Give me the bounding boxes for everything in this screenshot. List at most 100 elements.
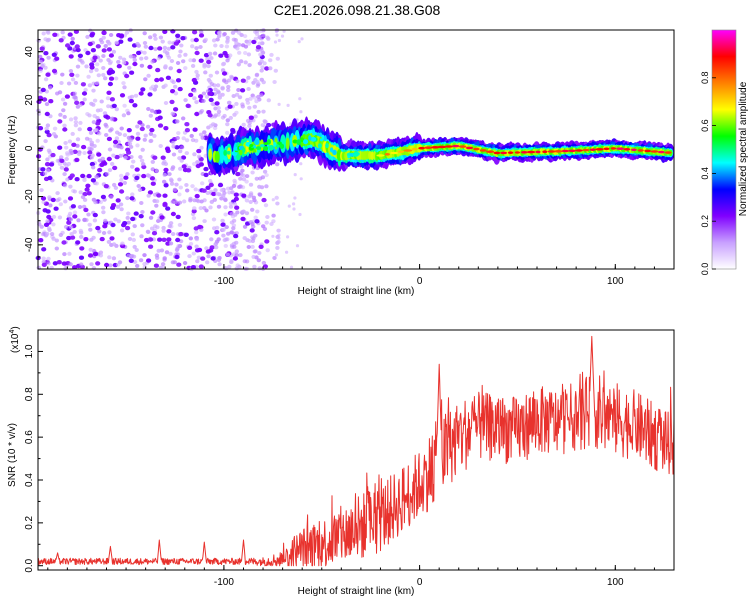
noise-blob — [52, 126, 58, 131]
noise-blob — [213, 241, 219, 246]
y-tick-label: -20 — [24, 189, 35, 204]
noise-blob — [218, 53, 224, 58]
noise-blob — [205, 191, 210, 195]
noise-blob — [204, 208, 209, 213]
signal-core — [527, 150, 536, 154]
signal-core — [485, 150, 495, 153]
noise-blob — [125, 172, 130, 177]
noise-blob — [183, 232, 189, 237]
noise-blob — [91, 197, 97, 202]
noise-blob — [215, 191, 220, 196]
snr-y-scale-label: (x104) — [9, 326, 21, 353]
noise-blob — [148, 113, 153, 118]
noise-blob — [40, 167, 46, 172]
signal-core — [390, 151, 399, 155]
noise-blob — [167, 224, 172, 229]
noise-blob — [253, 233, 258, 238]
noise-blob — [74, 157, 80, 163]
noise-blob — [38, 68, 43, 73]
noise-blob — [198, 33, 205, 38]
noise-blob — [70, 131, 75, 136]
noise-blob — [150, 181, 156, 186]
noise-blob — [161, 225, 166, 230]
noise-blob — [142, 50, 147, 55]
signal-core — [424, 146, 433, 149]
noise-blob — [78, 103, 83, 108]
noise-blob — [277, 38, 281, 43]
noise-blob — [202, 64, 207, 69]
noise-blob — [156, 56, 161, 61]
noise-blob — [266, 36, 271, 41]
noise-blob — [148, 244, 154, 249]
noise-blob — [130, 216, 136, 222]
noise-blob — [119, 173, 124, 178]
noise-blob — [132, 224, 137, 229]
noise-blob — [198, 206, 203, 211]
signal-blob — [347, 155, 351, 159]
noise-blob — [101, 48, 107, 53]
noise-blob — [157, 46, 163, 51]
noise-blob — [235, 46, 240, 51]
signal-core — [473, 147, 480, 151]
noise-blob — [95, 121, 101, 126]
noise-blob — [51, 236, 56, 241]
noise-blob — [109, 127, 114, 132]
noise-blob — [59, 155, 64, 160]
noise-blob — [156, 248, 161, 253]
noise-blob — [68, 117, 74, 122]
noise-blob — [205, 260, 210, 265]
noise-blob — [72, 265, 78, 270]
noise-blob — [159, 215, 165, 220]
noise-blob — [119, 93, 126, 98]
noise-blob — [199, 145, 204, 150]
noise-blob — [220, 222, 226, 227]
noise-blob — [132, 57, 137, 62]
noise-blob — [113, 185, 119, 190]
y-tick-label: 0.2 — [24, 515, 35, 529]
noise-blob — [217, 255, 222, 260]
noise-blob — [143, 44, 148, 49]
noise-blob — [169, 99, 175, 105]
signal-core — [616, 147, 625, 150]
noise-blob — [76, 218, 81, 223]
noise-blob — [40, 145, 45, 150]
noise-blob — [175, 78, 182, 83]
noise-blob — [196, 154, 202, 159]
noise-blob — [225, 130, 230, 135]
noise-blob — [65, 43, 71, 48]
noise-blob — [194, 46, 199, 51]
noise-blob — [214, 70, 220, 75]
noise-blob — [82, 151, 87, 155]
noise-blob — [110, 161, 115, 166]
noise-blob — [216, 106, 221, 110]
noise-blob — [225, 118, 230, 123]
noise-blob — [182, 261, 188, 265]
noise-blob — [258, 52, 263, 57]
noise-blob — [68, 69, 74, 73]
noise-blob — [166, 237, 172, 242]
noise-blob — [213, 87, 218, 92]
noise-blob — [96, 152, 102, 157]
y-tick-label: 0.6 — [24, 430, 35, 444]
noise-blob — [95, 261, 101, 266]
noise-blob — [58, 202, 63, 207]
noise-blob — [148, 237, 154, 242]
noise-blob — [134, 248, 139, 252]
noise-blob — [46, 132, 52, 138]
noise-blob — [90, 178, 96, 183]
signal-core — [384, 153, 390, 156]
noise-blob — [245, 118, 251, 123]
noise-blob — [162, 193, 168, 198]
noise-blob — [280, 34, 285, 38]
noise-blob — [163, 167, 169, 173]
signal-blob — [268, 144, 274, 151]
noise-blob — [85, 50, 91, 56]
noise-blob — [246, 52, 252, 57]
y-tick-label: 40 — [24, 46, 35, 58]
noise-blob — [246, 41, 251, 46]
noise-blob — [188, 241, 194, 246]
noise-blob — [154, 203, 159, 208]
colorbar-tick-label: 0.8 — [700, 72, 710, 85]
noise-blob — [44, 126, 49, 131]
noise-blob — [74, 177, 80, 182]
